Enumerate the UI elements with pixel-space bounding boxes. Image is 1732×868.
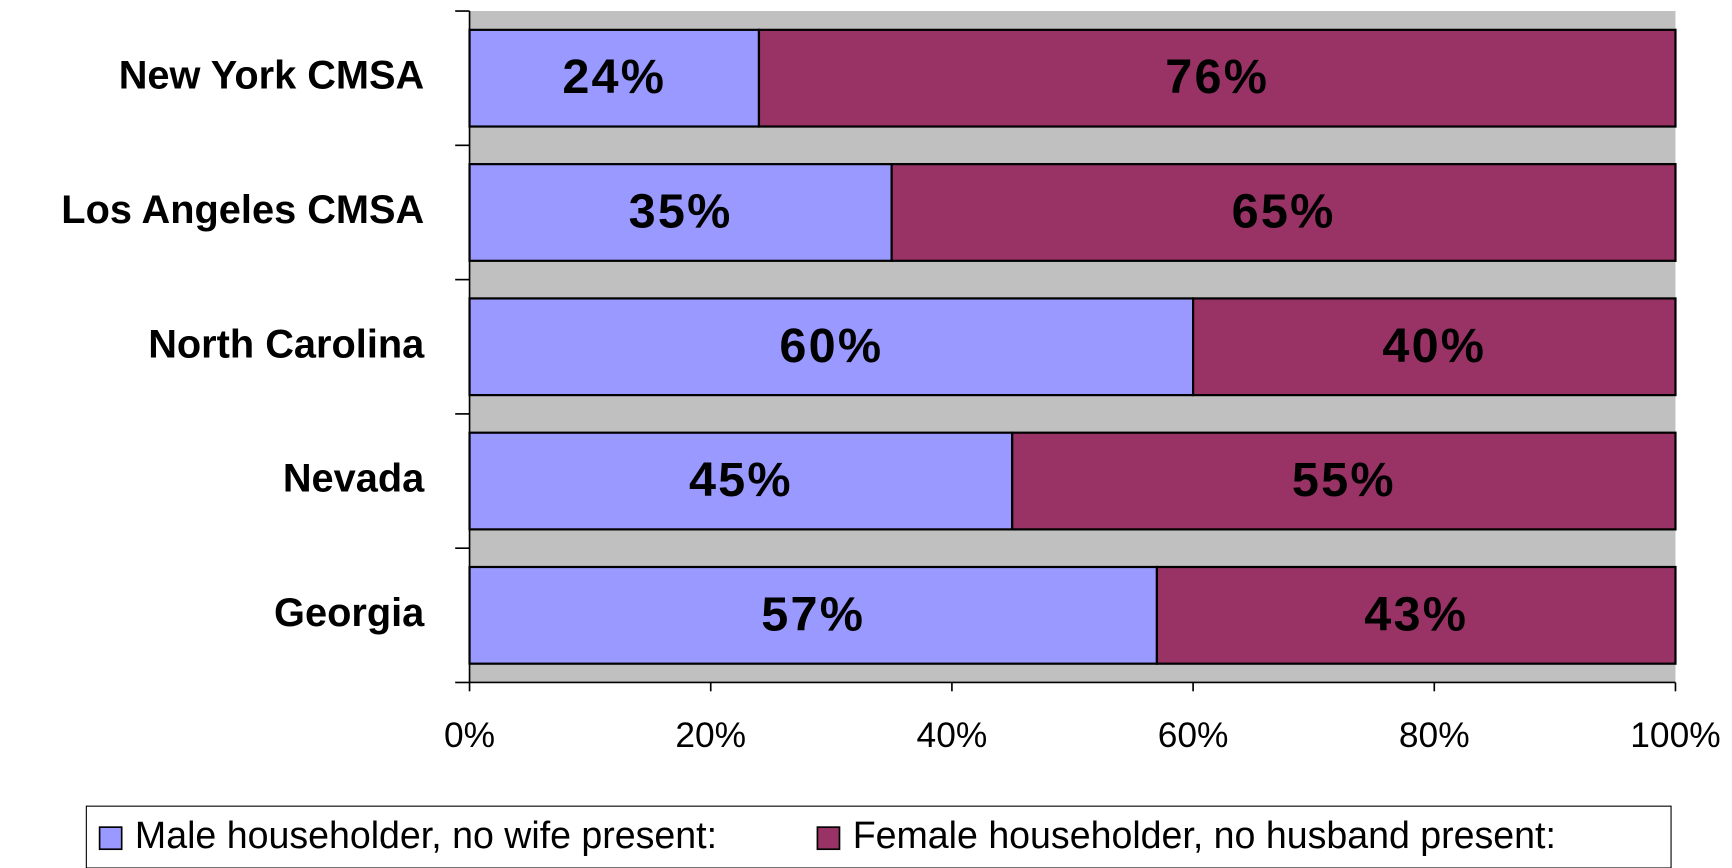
- y-tick-label: Nevada: [283, 457, 425, 501]
- bar-segment: [1191, 297, 1677, 397]
- bar-segment: [468, 565, 1159, 665]
- y-tick-label: New York CMSA: [119, 54, 425, 98]
- x-tick-label: 0%: [444, 716, 495, 755]
- legend-box: [85, 805, 1672, 868]
- x-tick-label: 20%: [675, 716, 746, 755]
- bar-segment: [890, 163, 1677, 262]
- bar-segment: [1011, 431, 1677, 531]
- value-label: 55%: [1292, 453, 1396, 507]
- x-tick-label: 80%: [1399, 716, 1470, 755]
- value-label: 60%: [779, 319, 883, 373]
- value-label: 65%: [1232, 185, 1336, 239]
- legend-swatch: [816, 826, 841, 851]
- legend-swatch: [98, 826, 123, 851]
- legend-label: Female householder, no husband present:: [853, 814, 1556, 856]
- value-label: 57%: [761, 587, 865, 641]
- value-label: 40%: [1382, 319, 1486, 373]
- legend-label: Male householder, no wife present:: [135, 814, 717, 856]
- x-tick-label: 100%: [1630, 716, 1720, 755]
- value-label: 35%: [629, 185, 733, 239]
- x-tick-label: 40%: [917, 716, 988, 755]
- bar-segment: [1155, 565, 1677, 665]
- value-label: 45%: [689, 453, 793, 507]
- bar-segment: [468, 297, 1195, 397]
- y-tick-label: North Carolina: [148, 322, 425, 366]
- value-label: 76%: [1165, 50, 1269, 104]
- y-tick-label: Los Angeles CMSA: [61, 188, 424, 232]
- value-label: 43%: [1364, 587, 1468, 641]
- bar-segment: [468, 163, 893, 262]
- y-tick-label: Georgia: [274, 591, 425, 635]
- value-label: 24%: [562, 50, 666, 104]
- x-tick-label: 60%: [1158, 716, 1229, 755]
- bar-segment: [757, 28, 1677, 128]
